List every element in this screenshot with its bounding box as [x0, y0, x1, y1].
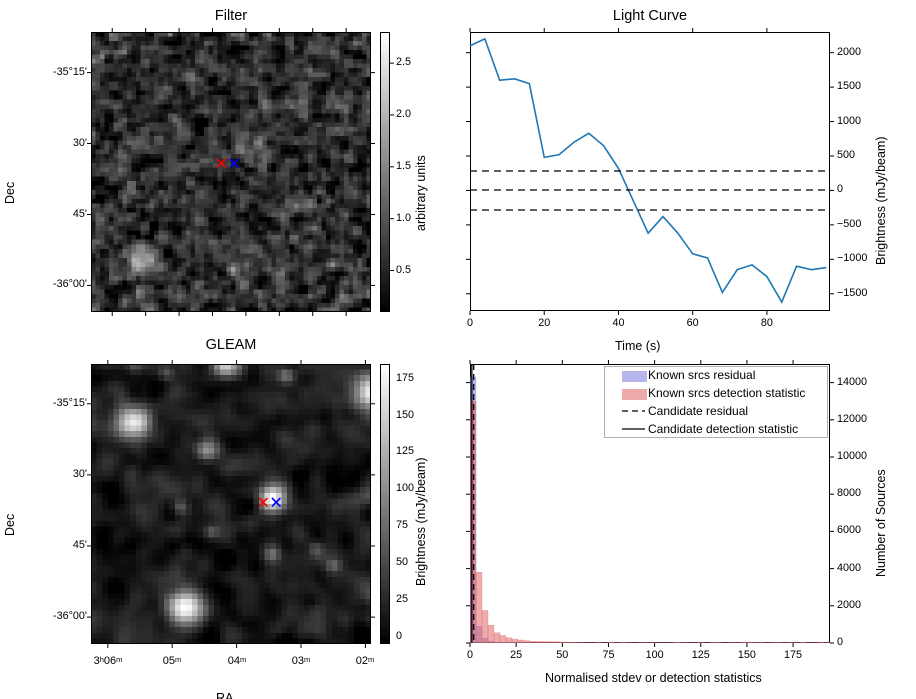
svg-text:04m: 04m [227, 655, 246, 667]
svg-text:02m: 02m [356, 655, 375, 667]
svg-text:03m: 03m [292, 655, 311, 667]
svg-text:05m: 05m [163, 655, 182, 667]
svg-text:3h06m: 3h06m [93, 655, 122, 667]
